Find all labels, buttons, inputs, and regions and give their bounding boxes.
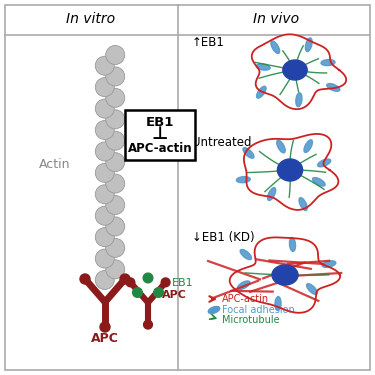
Circle shape [80, 274, 90, 284]
Ellipse shape [240, 249, 252, 259]
Circle shape [154, 288, 164, 297]
Text: EB1: EB1 [172, 278, 194, 288]
Text: Microtubule: Microtubule [222, 315, 280, 325]
Ellipse shape [290, 237, 296, 252]
Circle shape [106, 45, 125, 64]
Text: ↓EB1 (KD): ↓EB1 (KD) [192, 231, 255, 243]
Ellipse shape [327, 84, 340, 91]
Ellipse shape [277, 140, 285, 153]
Circle shape [133, 288, 142, 297]
Ellipse shape [271, 41, 280, 54]
Ellipse shape [296, 93, 302, 107]
Circle shape [106, 174, 125, 193]
Circle shape [95, 99, 114, 118]
Ellipse shape [322, 261, 336, 267]
Text: APC-actin: APC-actin [128, 141, 192, 154]
Circle shape [106, 153, 125, 172]
Ellipse shape [208, 306, 220, 314]
Text: ⊥: ⊥ [152, 125, 168, 143]
Text: In vivo: In vivo [253, 12, 299, 26]
Polygon shape [230, 237, 340, 313]
Ellipse shape [256, 64, 270, 70]
Ellipse shape [243, 148, 254, 158]
Circle shape [95, 206, 114, 225]
Text: APC: APC [91, 333, 119, 345]
Circle shape [126, 278, 135, 287]
Circle shape [95, 120, 114, 140]
Ellipse shape [236, 177, 250, 183]
Circle shape [95, 78, 114, 97]
Circle shape [106, 88, 125, 107]
Circle shape [95, 249, 114, 268]
Circle shape [161, 278, 170, 287]
Ellipse shape [312, 178, 325, 186]
Ellipse shape [278, 159, 303, 181]
Text: APC: APC [162, 290, 187, 300]
FancyBboxPatch shape [125, 110, 195, 160]
Circle shape [143, 273, 153, 283]
Ellipse shape [272, 265, 298, 285]
Ellipse shape [307, 284, 317, 294]
Circle shape [106, 217, 125, 236]
Ellipse shape [267, 188, 276, 201]
Circle shape [95, 185, 114, 204]
Ellipse shape [318, 159, 331, 167]
Circle shape [95, 142, 114, 161]
Text: Focal adhesion: Focal adhesion [222, 305, 295, 315]
Ellipse shape [305, 38, 312, 51]
Text: Actin: Actin [39, 159, 71, 171]
Text: In vitro: In vitro [66, 12, 116, 26]
Circle shape [95, 228, 114, 247]
Circle shape [144, 320, 152, 329]
Circle shape [106, 67, 125, 86]
Ellipse shape [304, 140, 312, 153]
Circle shape [106, 260, 125, 279]
Text: Untreated: Untreated [192, 136, 252, 150]
Circle shape [106, 131, 125, 150]
Polygon shape [244, 134, 338, 210]
Text: EB1: EB1 [146, 116, 174, 129]
Circle shape [95, 56, 114, 75]
FancyBboxPatch shape [5, 5, 370, 370]
Polygon shape [252, 34, 346, 109]
Circle shape [106, 238, 125, 257]
Ellipse shape [283, 60, 307, 80]
Text: APC-actin: APC-actin [222, 294, 269, 304]
Circle shape [106, 110, 125, 129]
Text: ↑EB1: ↑EB1 [192, 36, 225, 48]
Ellipse shape [256, 86, 266, 98]
Ellipse shape [275, 297, 281, 310]
Circle shape [95, 164, 114, 182]
Ellipse shape [299, 198, 307, 210]
Circle shape [100, 322, 110, 332]
Circle shape [95, 270, 114, 290]
Circle shape [106, 195, 125, 214]
Ellipse shape [237, 281, 250, 290]
Ellipse shape [321, 60, 335, 66]
Circle shape [120, 274, 130, 284]
